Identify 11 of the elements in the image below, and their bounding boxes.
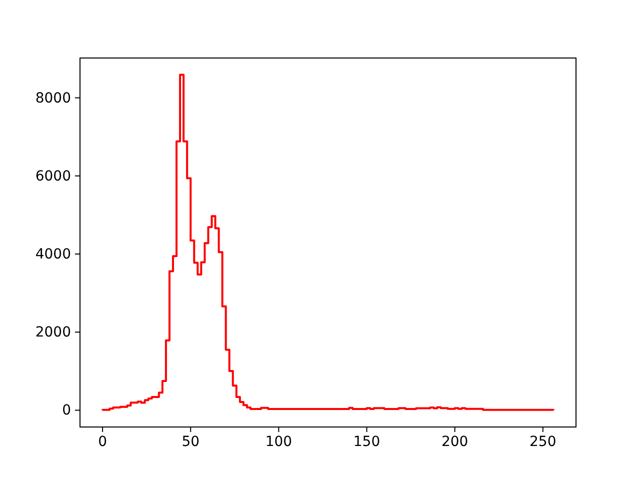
y-tick-label: 4000	[35, 246, 71, 262]
x-tick-label: 200	[441, 434, 468, 450]
y-tick-label: 2000	[35, 324, 71, 341]
y-tick-label: 6000	[35, 168, 71, 184]
x-tick-label: 100	[265, 434, 292, 450]
x-tick-label: 150	[353, 434, 380, 450]
x-tick-label: 50	[182, 434, 200, 450]
x-tick-label: 250	[530, 434, 556, 450]
x-tick-label: 0	[98, 434, 108, 450]
y-tick-label: 0	[62, 402, 71, 419]
y-tick-label: 8000	[35, 90, 71, 106]
